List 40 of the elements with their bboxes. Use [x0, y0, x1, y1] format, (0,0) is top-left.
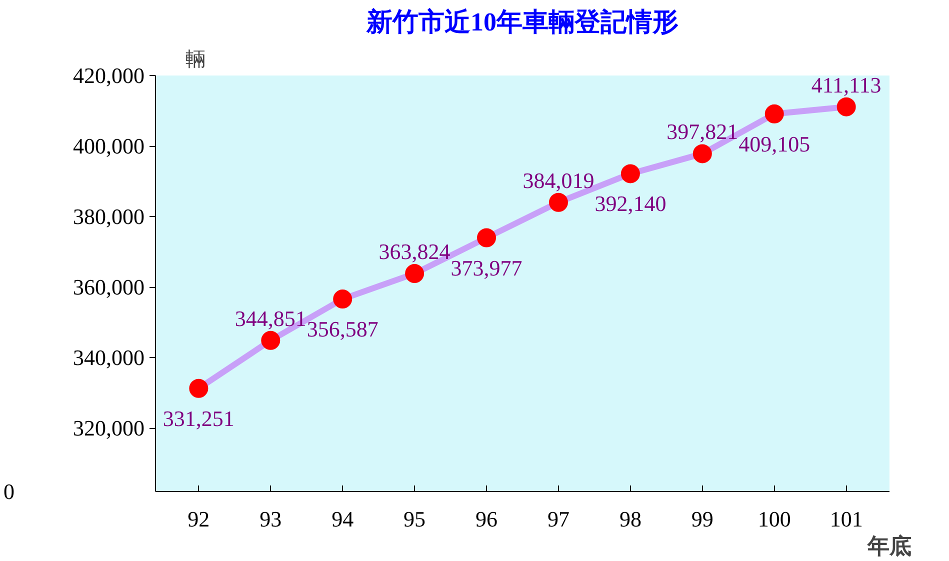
- x-tick-label: 92: [188, 506, 210, 532]
- x-axis-title: 年底: [866, 534, 912, 558]
- y-tick-label: 400,000: [73, 134, 144, 159]
- chart-title: 新竹市近10年車輛登記情形: [366, 8, 678, 36]
- x-tick-label: 100: [758, 506, 791, 532]
- y-tick-label: 360,000: [73, 274, 144, 300]
- point: [764, 104, 784, 124]
- point: [333, 290, 352, 309]
- point: [620, 164, 640, 184]
- text: 0: [4, 479, 14, 504]
- data-label: 363,824: [378, 239, 450, 264]
- x-tick-label: 93: [260, 506, 282, 532]
- x-tick-label: 97: [547, 506, 570, 532]
- y-tick-label: 420,000: [73, 63, 144, 88]
- data-label: 409,105: [738, 131, 810, 156]
- x-tick-label: 95: [404, 506, 426, 532]
- x-tick-label: 99: [691, 506, 714, 532]
- point: [405, 264, 424, 284]
- data-label: 344,851: [234, 306, 306, 331]
- x-tick-label: 101: [830, 506, 863, 532]
- point: [692, 144, 712, 164]
- point: [189, 378, 208, 398]
- data-label: 373,977: [450, 255, 522, 280]
- data-label: 331,251: [162, 406, 234, 431]
- point: [836, 97, 856, 116]
- data-label: 356,587: [306, 316, 378, 342]
- data-label: 411,113: [811, 72, 882, 98]
- y-tick-label: 320,000: [73, 416, 144, 441]
- data-label: 384,019: [522, 168, 594, 193]
- point: [548, 192, 568, 212]
- x-tick-label: 94: [332, 506, 354, 532]
- x-tick-label: 96: [476, 506, 498, 532]
- point: [477, 228, 496, 248]
- point: [261, 330, 280, 350]
- y-tick-label: 380,000: [73, 204, 144, 230]
- x-tick-label: 98: [619, 506, 642, 532]
- data-label: 397,821: [666, 119, 738, 144]
- data-label: 392,140: [594, 191, 666, 216]
- y-axis-title: 輛: [186, 48, 206, 70]
- y-tick-label: 340,000: [73, 345, 144, 370]
